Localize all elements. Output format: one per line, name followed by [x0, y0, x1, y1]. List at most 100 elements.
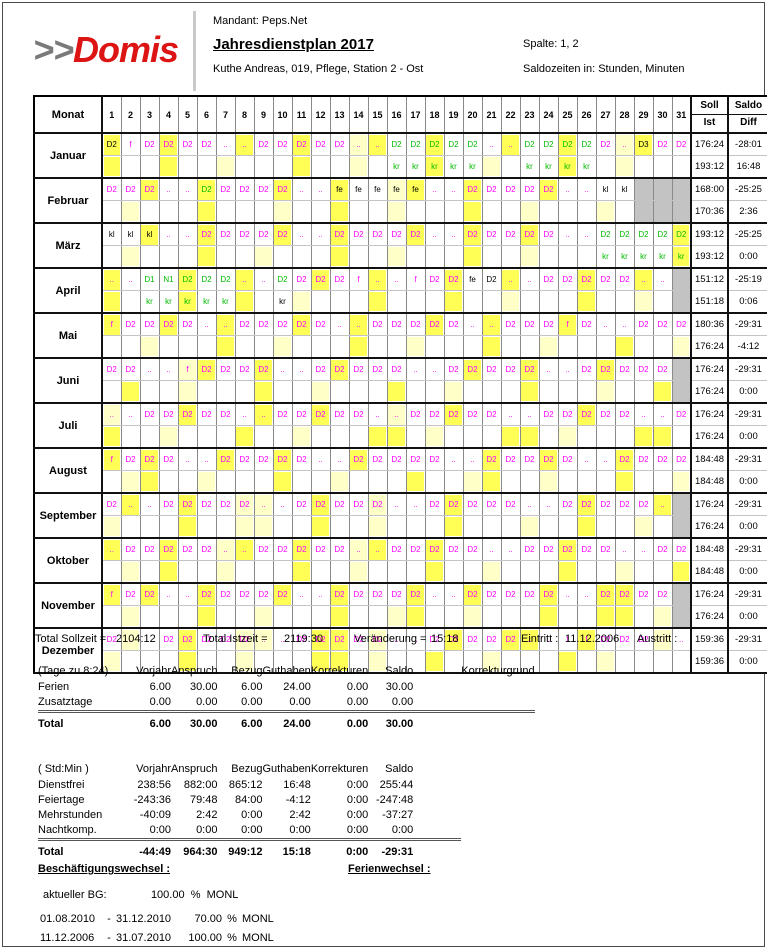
shift-cell: D2 — [462, 537, 483, 561]
shift-cell: D2 — [671, 222, 692, 246]
empty-day-cell — [272, 605, 293, 629]
summary-value: 0.00 — [289, 696, 311, 708]
period-code: MONL — [242, 913, 274, 925]
empty-day-cell — [120, 335, 141, 359]
empty-day-cell — [576, 425, 597, 449]
empty-day-cell — [329, 155, 350, 179]
shift-cell: .. — [595, 447, 616, 471]
summary-value: 0:00 — [149, 824, 171, 836]
shift-cell: D2 — [652, 222, 673, 246]
empty-day-cell — [158, 470, 179, 494]
summary-value: Vorjahr — [136, 762, 171, 775]
shift-cell: D2 — [443, 312, 464, 336]
empty-day-cell — [158, 245, 179, 269]
shift-cell: D2 — [614, 222, 635, 246]
shift-cell: f — [557, 312, 578, 336]
shift-cell: kr — [158, 290, 179, 314]
shift-cell: kr — [177, 290, 198, 314]
summary-row-label: Mehrstunden — [38, 809, 103, 821]
shift-cell: D2 — [291, 132, 312, 156]
shift-cell: .. — [614, 312, 635, 336]
empty-day-cell — [633, 470, 654, 494]
summary-value: 15:18 — [262, 837, 311, 859]
day-number-header: 14 — [348, 95, 369, 134]
shift-cell: D2 — [614, 582, 635, 606]
shift-cell: D2 — [272, 132, 293, 156]
shift-cell: D2 — [272, 222, 293, 246]
empty-day-cell — [329, 335, 350, 359]
empty-day-cell — [386, 470, 407, 494]
shift-cell: D2 — [633, 357, 654, 381]
shift-cell: .. — [633, 267, 654, 291]
empty-day-cell — [215, 335, 236, 359]
empty-day-cell — [215, 380, 236, 404]
saldo-value: -29:31 — [727, 357, 767, 381]
shift-cell: D2 — [405, 447, 426, 471]
shift-cell: D2 — [519, 537, 540, 561]
shift-cell: D2 — [215, 447, 236, 471]
empty-day-cell — [500, 470, 521, 494]
summary-value: Saldo — [385, 762, 414, 775]
empty-day-cell — [348, 155, 369, 179]
empty-day-cell — [215, 425, 236, 449]
soll-value: 176:24 — [690, 357, 729, 381]
shift-cell: D2 — [329, 582, 350, 606]
shift-cell: kl — [101, 222, 122, 246]
empty-day-cell — [576, 650, 597, 674]
empty-day-cell — [196, 605, 217, 629]
percent-sign: % — [227, 913, 237, 925]
diff-value: 2:36 — [727, 200, 767, 224]
empty-day-cell — [253, 470, 274, 494]
saldo-value: -25:25 — [727, 222, 767, 246]
summary-value: 6.00 — [217, 709, 263, 731]
summary-value: 0.00 — [149, 696, 171, 708]
shift-cell: D2 — [329, 222, 350, 246]
shift-cell: D2 — [196, 222, 217, 246]
empty-day-cell — [481, 470, 502, 494]
empty-day-cell — [652, 425, 673, 449]
summary-value: 24.00 — [262, 709, 311, 731]
shift-cell: .. — [424, 357, 445, 381]
shift-cell: kr — [443, 155, 464, 179]
empty-day-cell — [652, 155, 673, 179]
shift-cell: D2 — [424, 447, 445, 471]
empty-day-cell — [253, 200, 274, 224]
period-from: 01.08.2010 — [40, 913, 96, 925]
day-number-header: 11 — [291, 95, 312, 134]
empty-day-cell — [671, 492, 692, 516]
shift-cell: D2 — [253, 582, 274, 606]
empty-day-cell — [443, 290, 464, 314]
shift-cell: D2 — [329, 132, 350, 156]
empty-day-cell — [405, 560, 426, 584]
shift-cell: D2 — [177, 537, 198, 561]
shift-cell: .. — [158, 222, 179, 246]
empty-day-cell — [576, 245, 597, 269]
ist-value: 176:24 — [690, 335, 729, 359]
summary-value: 0:00 — [196, 824, 218, 836]
total-istzeit-value: 2119:30 — [284, 633, 323, 645]
shift-cell: D2 — [348, 357, 369, 381]
shift-cell: D2 — [196, 402, 217, 426]
shift-cell: .. — [576, 447, 597, 471]
shift-cell: .. — [158, 357, 179, 381]
day-number-header: 25 — [557, 95, 578, 134]
shift-cell: D2 — [557, 447, 578, 471]
shift-cell: D2 — [576, 537, 597, 561]
shift-cell: D2 — [652, 312, 673, 336]
summary-value: 24.00 — [283, 681, 311, 693]
empty-day-cell — [177, 380, 198, 404]
empty-day-cell — [652, 560, 673, 584]
empty-day-cell — [519, 650, 540, 674]
shift-cell: D2 — [291, 312, 312, 336]
section-title: ( Std:Min ) — [38, 762, 89, 775]
summary-value: 0.00 — [346, 681, 369, 693]
shift-cell: D2 — [329, 402, 350, 426]
empty-day-cell — [576, 290, 597, 314]
soll-value: 176:24 — [690, 582, 729, 606]
summary-value: 0.00 — [241, 696, 263, 708]
saldo-value: -29:31 — [727, 492, 767, 516]
empty-day-cell — [234, 290, 255, 314]
empty-day-cell — [272, 425, 293, 449]
shift-cell: .. — [177, 177, 198, 201]
empty-day-cell — [538, 335, 559, 359]
